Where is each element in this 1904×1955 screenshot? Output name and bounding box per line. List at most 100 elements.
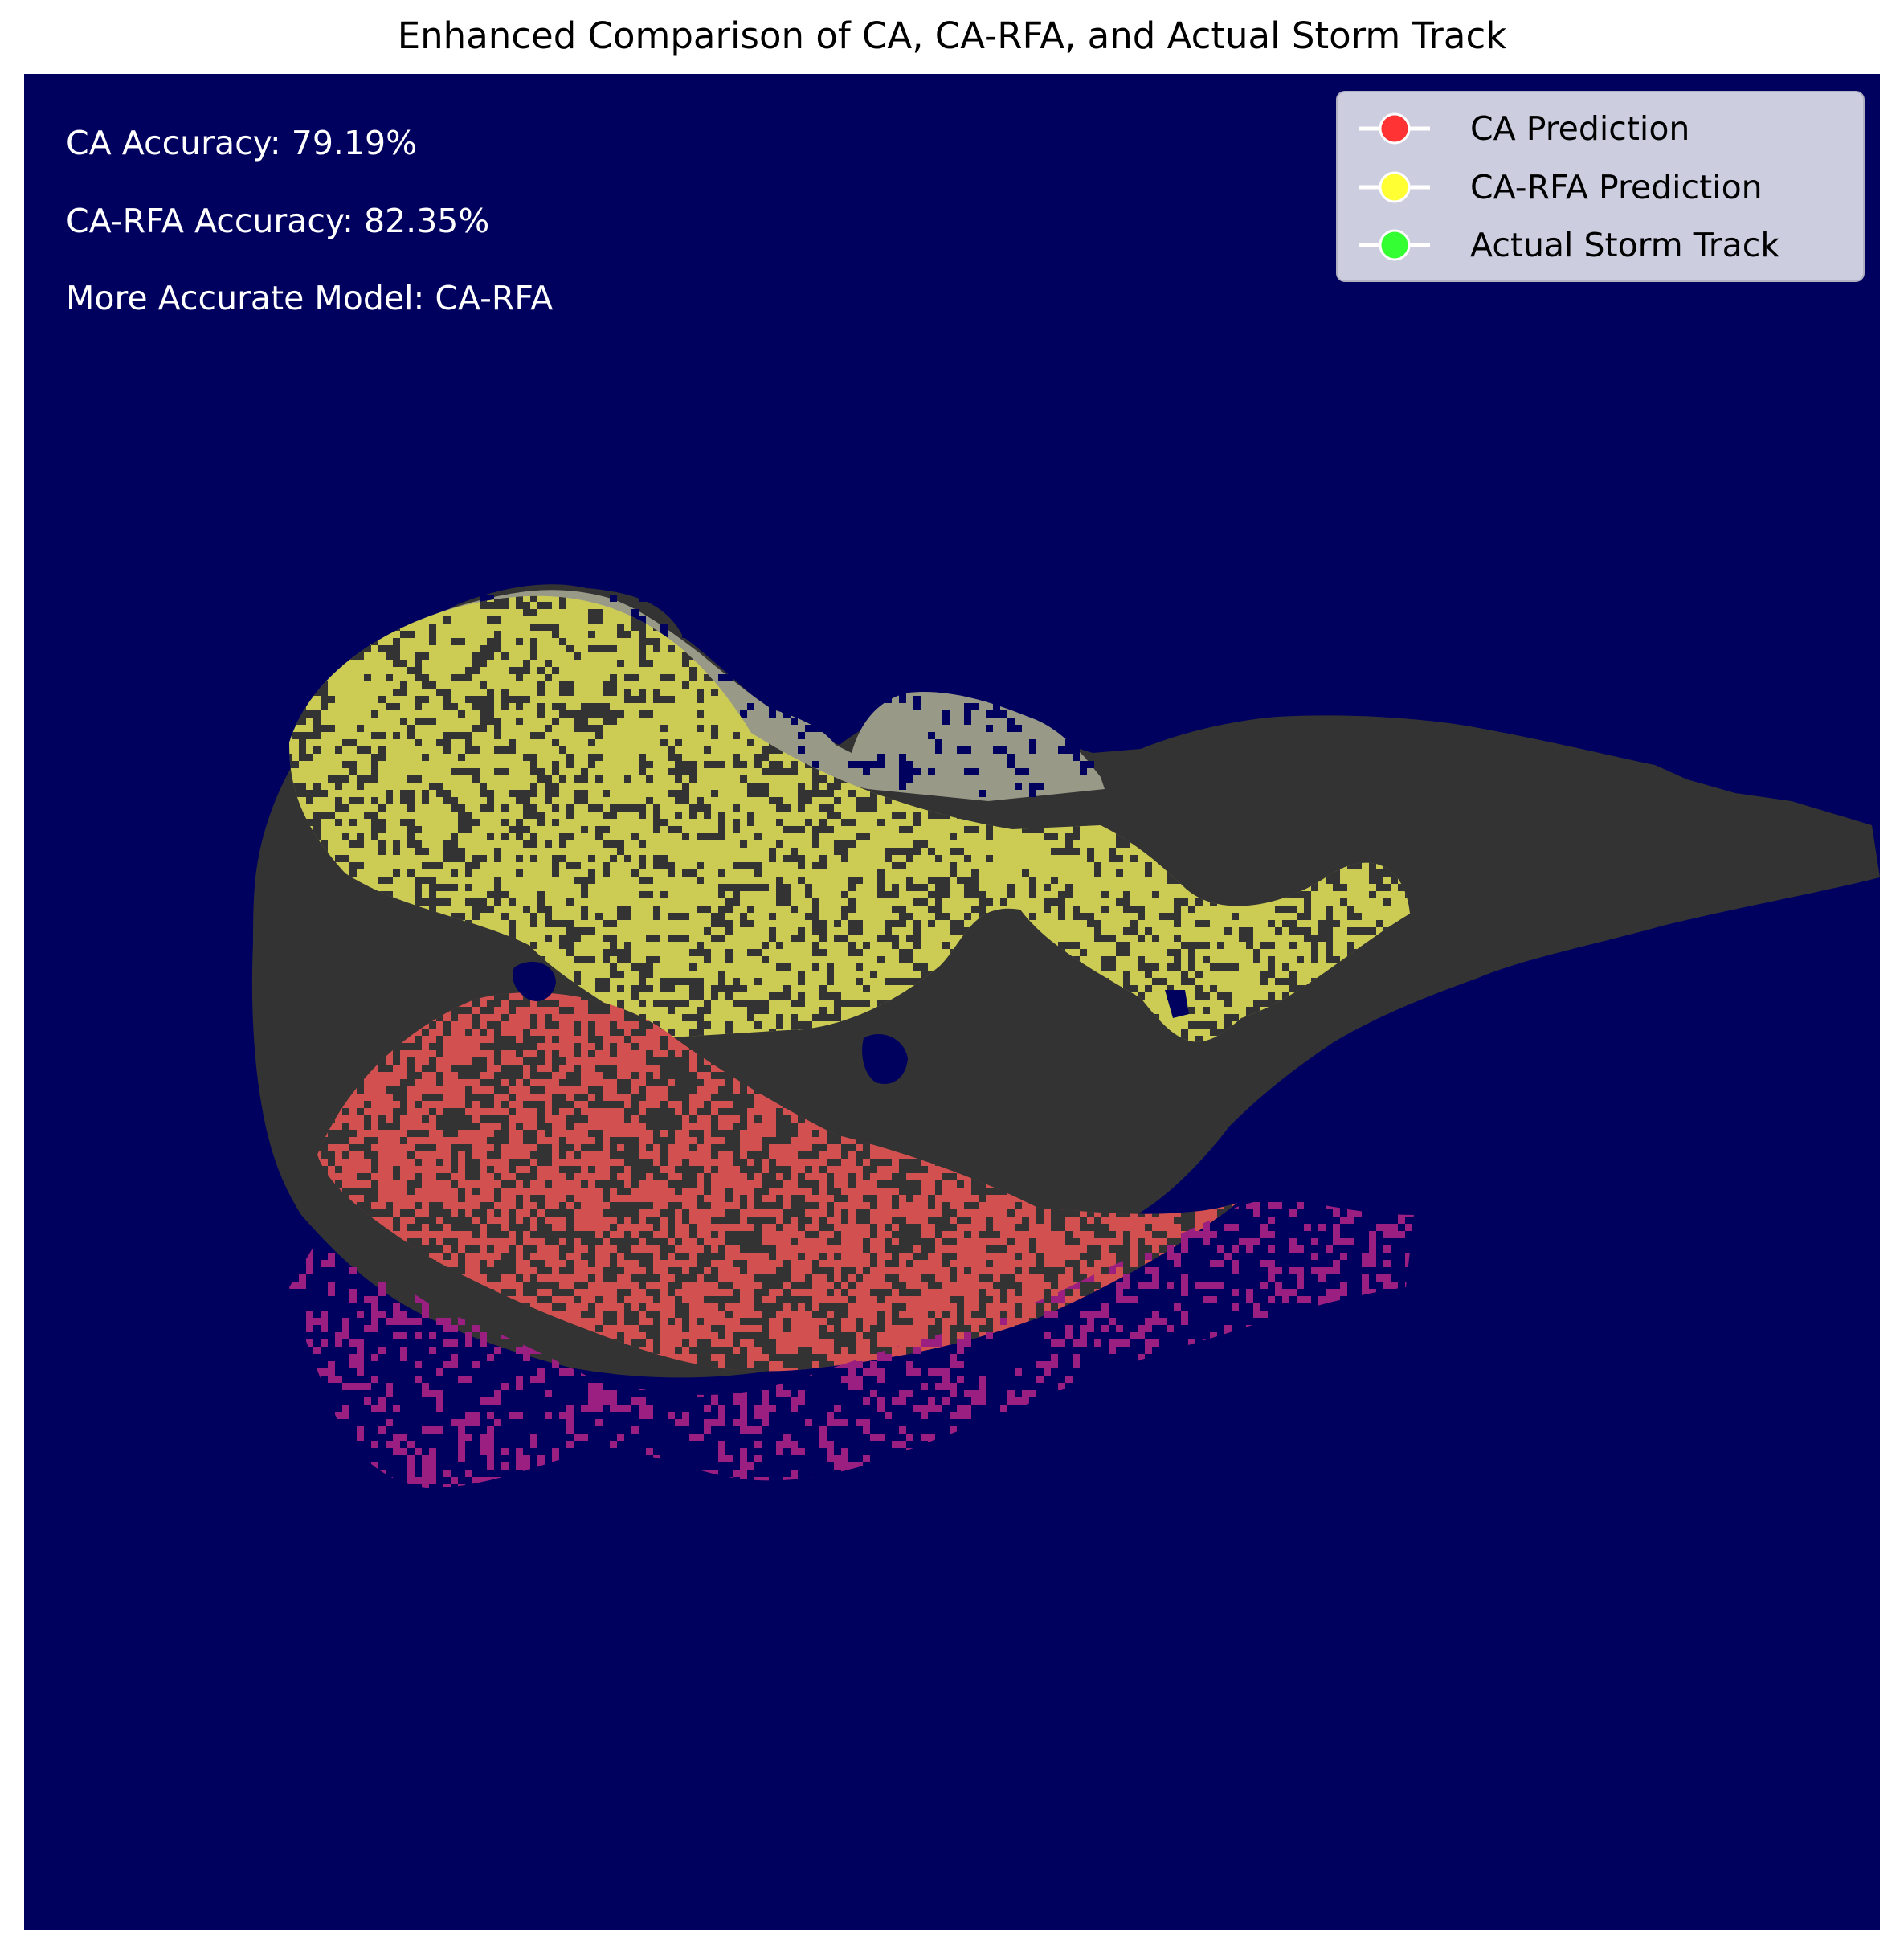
ca-noise-cell (646, 1144, 653, 1151)
ca-noise-cell (675, 1166, 682, 1173)
carfa-noise-cell (357, 775, 364, 790)
ca-noise-cell (892, 1282, 906, 1289)
carfa-noise-cell (1073, 833, 1080, 840)
carfa-noise-cell (819, 992, 827, 1000)
carfa-noise-cell (733, 891, 740, 898)
overlap-noise-cell (660, 624, 668, 638)
carfa-noise-cell (1333, 877, 1340, 891)
carfa-noise-cell (964, 855, 971, 862)
carfa-noise-cell (393, 840, 400, 855)
ca-noise-cell (754, 1115, 762, 1123)
ca-noise-cell (639, 1115, 646, 1123)
carfa-noise-cell (841, 913, 848, 920)
carfa-noise-cell (646, 891, 653, 898)
ca-noise-cell (1036, 1253, 1044, 1260)
carfa-noise-cell (841, 906, 848, 913)
carfa-noise-cell (1203, 956, 1210, 963)
carfa-noise-cell (906, 884, 913, 891)
carfa-noise-cell (704, 1000, 711, 1014)
carfa-noise-cell (509, 826, 516, 833)
carfa-noise-cell (443, 840, 451, 855)
carfa-noise-cell (776, 804, 783, 812)
carfa-noise-cell (537, 667, 545, 674)
overlap-noise-cell (885, 696, 892, 703)
carfa-noise-cell (523, 754, 537, 761)
ca-noise-cell (588, 1000, 595, 1007)
carfa-noise-cell (668, 754, 675, 761)
carfa-noise-cell (697, 862, 704, 869)
carfa-noise-cell (942, 884, 950, 891)
ca-noise-cell (668, 1282, 675, 1296)
carfa-noise-cell (494, 884, 501, 891)
carfa-noise-cell (537, 812, 545, 826)
ca-noise-cell (631, 1101, 639, 1108)
carfa-noise-cell (1094, 862, 1101, 877)
carfa-noise-cell (1123, 891, 1130, 906)
ca-noise-cell (328, 1151, 335, 1166)
carfa-noise-cell (733, 761, 747, 768)
ca-noise-cell (697, 1347, 704, 1361)
ca-noise-cell (697, 1238, 704, 1245)
carfa-noise-cell (1116, 942, 1123, 949)
carfa-noise-cell (1138, 992, 1145, 1000)
ca-noise-cell (595, 1065, 603, 1072)
carfa-noise-cell (1087, 855, 1094, 862)
carfa-noise-cell (639, 855, 646, 862)
ca-noise-cell (610, 1137, 624, 1144)
overlap-noise-cell (769, 660, 776, 667)
ca-noise-cell (631, 1072, 639, 1079)
ca-noise-cell (581, 1282, 588, 1289)
carfa-noise-cell (791, 906, 798, 913)
carfa-noise-cell (805, 884, 812, 898)
carfa-noise-cell (588, 761, 595, 768)
ca-noise-cell (494, 1072, 509, 1079)
ca-noise-cell (574, 1043, 581, 1057)
carfa-noise-cell (480, 783, 487, 790)
ca-noise-cell (986, 1217, 993, 1231)
overlap-noise-cell (1022, 624, 1029, 631)
ca-noise-cell (530, 1137, 537, 1144)
carfa-noise-cell (537, 689, 545, 696)
ca-noise-cell (342, 1108, 349, 1115)
carfa-noise-cell (1304, 891, 1311, 898)
carfa-noise-cell (942, 913, 950, 920)
carfa-noise-cell (899, 826, 913, 833)
carfa-noise-cell (378, 877, 386, 884)
carfa-noise-cell (856, 949, 863, 956)
ca-noise-cell (465, 1166, 472, 1173)
ca-noise-cell (509, 1036, 516, 1043)
ca-noise-cell (885, 1289, 892, 1296)
carfa-noise-cell (407, 732, 415, 739)
carfa-noise-cell (848, 920, 856, 935)
carfa-noise-cell (487, 797, 494, 804)
carfa-noise-cell (906, 848, 913, 855)
carfa-noise-cell (653, 804, 660, 819)
ca-noise-cell (523, 1180, 530, 1188)
overlap-noise-cell (863, 761, 870, 775)
carfa-noise-cell (754, 783, 762, 790)
ca-noise-cell (1087, 1209, 1094, 1217)
ca-noise-cell (1015, 1303, 1022, 1318)
ca-noise-cell (668, 1217, 675, 1231)
ca-noise-cell (530, 1166, 537, 1180)
carfa-noise-cell (559, 602, 566, 609)
ca-noise-cell (378, 1115, 386, 1123)
ca-noise-cell (487, 1000, 501, 1007)
overlap-noise-cell (610, 595, 617, 602)
ca-noise-cell (595, 1325, 603, 1332)
carfa-noise-cell (653, 1000, 660, 1007)
carfa-noise-cell (1145, 985, 1152, 992)
carfa-noise-cell (603, 978, 610, 992)
ca-noise-cell (458, 1007, 472, 1014)
carfa-noise-cell (877, 956, 885, 963)
carfa-noise-cell (704, 927, 711, 935)
ca-noise-cell (559, 1079, 566, 1086)
ca-noise-cell (588, 1166, 595, 1173)
ca-noise-cell (436, 1159, 443, 1166)
carfa-noise-cell (798, 862, 805, 869)
ca-noise-cell (682, 1072, 689, 1079)
carfa-noise-cell (436, 862, 443, 869)
carfa-noise-cell (689, 674, 697, 681)
overlap-noise-cell (1029, 783, 1036, 797)
ca-noise-cell (624, 1318, 631, 1325)
